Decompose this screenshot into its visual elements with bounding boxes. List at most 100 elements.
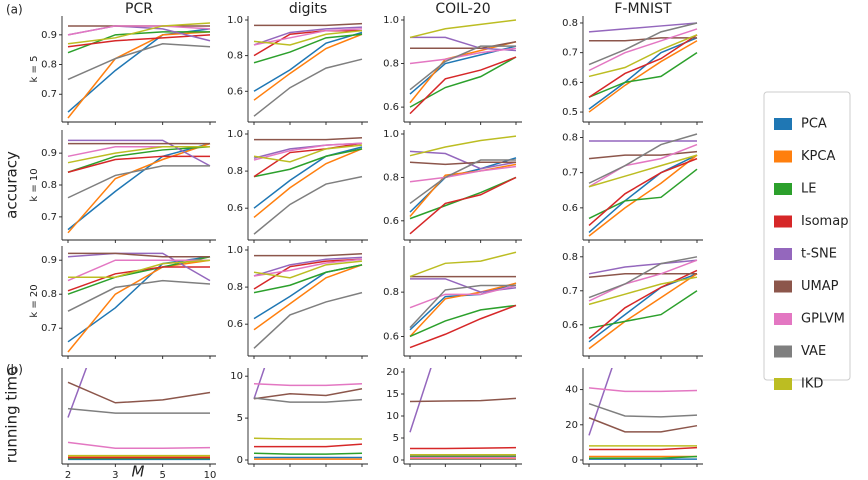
line	[409, 56, 517, 108]
y-tick-label: 0.7	[41, 323, 57, 334]
line	[253, 148, 363, 219]
line	[253, 144, 363, 163]
y-tick-label: 0.6	[383, 102, 399, 113]
plot-area	[588, 256, 698, 350]
x-axis-label: M	[132, 463, 145, 480]
y-tick-label: 0.6	[227, 319, 243, 330]
line	[588, 28, 698, 72]
plot-area	[588, 22, 698, 113]
y-tick-label: 0.7	[562, 48, 578, 59]
line	[409, 284, 517, 309]
y-tick-label: 0.8	[41, 60, 57, 71]
y-tick-label: 0.7	[41, 89, 57, 100]
line	[253, 26, 363, 46]
line	[253, 175, 363, 235]
line	[253, 28, 363, 46]
y-tick-label: 0.8	[383, 287, 399, 298]
line	[67, 146, 210, 164]
line	[253, 142, 363, 161]
y-tick-label: 0.6	[383, 331, 399, 342]
line	[253, 58, 363, 117]
line	[253, 382, 363, 387]
line	[588, 276, 698, 306]
line	[253, 264, 363, 331]
line	[410, 446, 517, 450]
line	[253, 31, 363, 92]
line	[253, 264, 363, 294]
line	[253, 388, 363, 400]
y-tick-label: 0.5	[562, 107, 578, 118]
y-tick-label: 0	[572, 455, 578, 466]
row-label: k = 10	[29, 168, 40, 201]
legend-label: IKD	[801, 377, 823, 392]
y-tick-label: 0.8	[41, 180, 57, 191]
legend-swatch	[774, 280, 792, 293]
y-tick-label: 0.8	[383, 172, 399, 183]
line	[409, 161, 516, 166]
line	[67, 142, 211, 234]
line	[67, 34, 211, 48]
plot-area	[253, 368, 363, 460]
line	[253, 437, 362, 440]
line	[68, 259, 211, 278]
line	[68, 252, 210, 258]
line	[67, 259, 210, 282]
y-tick-label: 20	[386, 367, 399, 378]
line	[410, 41, 517, 50]
y-tick-label: 0.8	[41, 289, 57, 300]
plot-area	[409, 135, 517, 235]
line	[409, 163, 517, 217]
y-tick-label: 0.9	[41, 30, 57, 41]
line	[68, 139, 211, 167]
line	[409, 282, 517, 337]
y-tick-label: 1.0	[227, 129, 243, 140]
line	[409, 56, 517, 115]
y-tick-label: 40	[565, 385, 578, 396]
line	[409, 159, 516, 205]
y-tick-label: 1.0	[227, 245, 243, 256]
legend-swatch	[774, 248, 792, 260]
legend-swatch	[774, 183, 792, 195]
legend-label: GPLVM	[801, 312, 845, 327]
line	[588, 259, 698, 275]
y-tick-label: 0.8	[562, 18, 578, 29]
y-tick-label: 0.8	[562, 252, 578, 263]
line	[409, 165, 517, 183]
line	[588, 37, 698, 110]
plot-area	[409, 368, 517, 460]
y-tick-label: 0	[237, 455, 243, 466]
x-tick-label: 3	[112, 470, 118, 480]
line	[409, 368, 432, 433]
line	[67, 407, 210, 414]
line	[254, 252, 363, 257]
legend-swatch	[774, 345, 792, 358]
line	[67, 146, 211, 173]
line	[254, 22, 363, 27]
line	[588, 402, 698, 418]
line	[588, 34, 698, 98]
panel-title: digits	[289, 1, 327, 17]
line	[253, 258, 363, 277]
y-tick-label: 0.8	[383, 59, 399, 70]
legend-label: PCA	[801, 117, 827, 132]
line	[67, 259, 211, 353]
line	[253, 260, 363, 279]
legend-swatch	[774, 215, 792, 228]
y-tick-label: 0.8	[227, 51, 243, 62]
line	[253, 148, 363, 178]
line	[588, 143, 698, 188]
y-tick-label: 0.8	[562, 133, 578, 144]
line	[409, 135, 517, 157]
line	[67, 441, 211, 450]
line	[253, 142, 363, 178]
line	[409, 251, 517, 278]
legend-swatch	[774, 378, 792, 390]
line	[588, 290, 698, 329]
line	[67, 252, 211, 282]
legend-label: KPCA	[801, 149, 835, 164]
plot-area	[588, 133, 698, 237]
y-tick-label: 5	[237, 413, 243, 424]
plot-area	[409, 19, 517, 115]
line	[588, 22, 698, 33]
y-tick-label: 0.8	[227, 166, 243, 177]
